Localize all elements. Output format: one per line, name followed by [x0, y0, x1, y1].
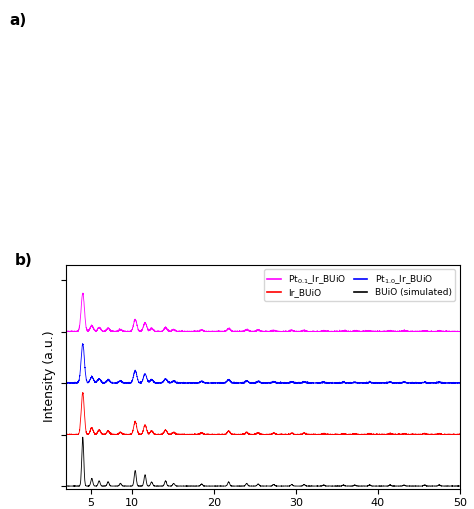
Text: b): b): [15, 253, 33, 268]
Legend: Pt$_{0.1}$_Ir_BUiO, Ir_BUiO, Pt$_{1.0}$_Ir_BUiO, BUiO (simulated): Pt$_{0.1}$_Ir_BUiO, Ir_BUiO, Pt$_{1.0}$_…: [264, 269, 455, 301]
Text: a): a): [9, 13, 27, 27]
Y-axis label: Intensity (a.u.): Intensity (a.u.): [43, 331, 56, 422]
